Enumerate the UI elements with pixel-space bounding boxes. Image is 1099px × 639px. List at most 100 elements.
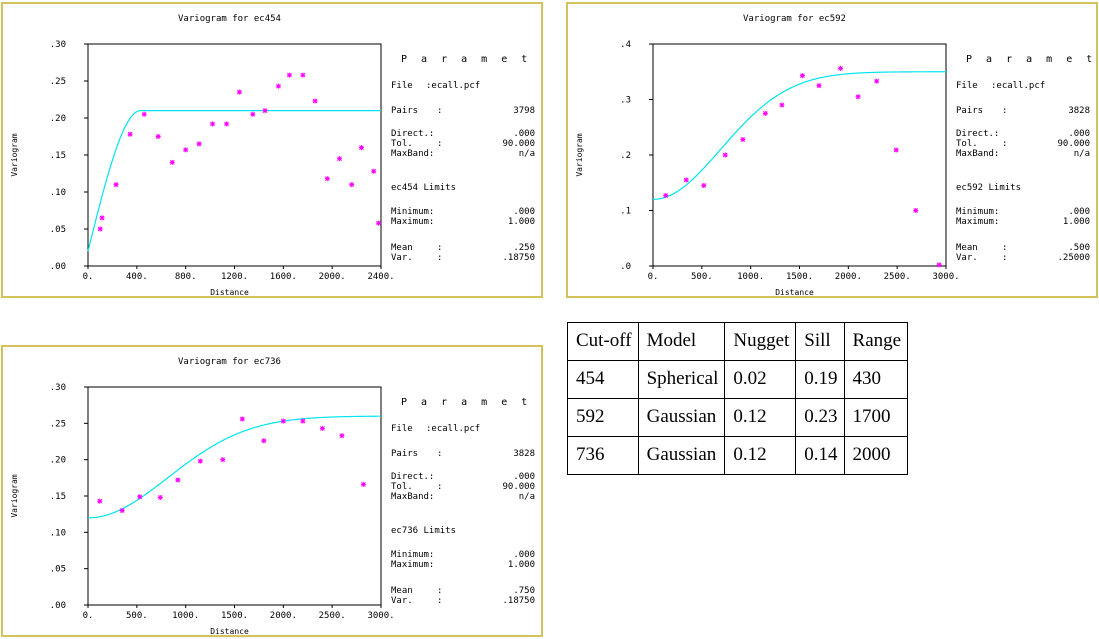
variogram-point — [210, 121, 216, 127]
pairs-value: 3798 — [513, 106, 535, 116]
minimum-value: .000 — [513, 207, 535, 217]
variogram-point — [175, 477, 181, 483]
chart-title: Variogram for ec592 — [743, 14, 846, 24]
maxband-label: MaxBand: — [391, 149, 434, 159]
x-tick-label: 1200. — [221, 272, 248, 282]
table-cell: 0.14 — [795, 436, 845, 475]
var-label: Var. — [391, 596, 413, 606]
table-cell: Spherical — [637, 360, 726, 399]
variogram-point — [157, 494, 163, 500]
maxband-label: MaxBand: — [391, 492, 434, 502]
mean-value: .500 — [1068, 243, 1090, 253]
y-tick-label: .05 — [50, 565, 66, 575]
variogram-point — [155, 134, 161, 139]
mean-label: Mean — [391, 586, 413, 596]
tol-value: 90.000 — [502, 482, 535, 492]
tol-value: 90.000 — [502, 139, 535, 149]
maximum-label: Maximum: — [391, 560, 434, 570]
y-tick-label: .30 — [50, 383, 66, 393]
variogram-point — [236, 89, 242, 95]
x-tick-label: 400. — [126, 272, 148, 282]
variogram-point — [196, 141, 202, 147]
pairs-value: 3828 — [1068, 106, 1090, 116]
variogram-point — [224, 121, 230, 127]
maximum-value: 1.000 — [508, 217, 535, 227]
parameters-heading: P a r a m e t e r s — [401, 54, 541, 65]
variogram-point — [893, 147, 899, 153]
y-tick-label: .20 — [50, 114, 66, 124]
variogram-point — [358, 145, 364, 151]
variogram-point — [855, 94, 861, 100]
maxband-value: n/a — [519, 492, 535, 502]
x-tick-label: 1000. — [172, 611, 199, 621]
variogram-point — [319, 425, 325, 431]
direct-value: .000 — [513, 129, 535, 139]
y-tick-label: .30 — [50, 40, 66, 50]
minimum-label: Minimum: — [391, 207, 434, 217]
table-cell: 736 — [567, 436, 639, 475]
x-tick-label: 2000. — [835, 272, 862, 282]
direct-value: .000 — [1068, 129, 1090, 139]
variogram-point — [239, 416, 245, 422]
tol-label: Tol. — [391, 139, 413, 149]
tol-value: 90.000 — [1057, 139, 1090, 149]
x-tick-label: 1600. — [270, 272, 297, 282]
x-tick-label: 3000. — [367, 611, 394, 621]
mean-value: .250 — [513, 243, 535, 253]
y-tick-label: .15 — [50, 151, 66, 161]
plot-frame — [87, 386, 382, 606]
variogram-point — [119, 508, 125, 514]
table-cell: Gaussian — [637, 436, 726, 475]
variogram-model-curve — [87, 110, 381, 252]
y-axis-label: Variogram — [10, 474, 19, 518]
variogram-point — [220, 457, 226, 463]
x-tick-label: 0. — [83, 272, 94, 282]
tol-colon: : — [437, 139, 442, 149]
mean-colon: : — [1002, 243, 1007, 253]
y-tick-label: .10 — [50, 188, 66, 198]
table-cell: 0.23 — [795, 398, 845, 437]
variogram-point — [312, 98, 318, 104]
variogram-point — [137, 494, 143, 500]
file-value: :ecall.pcf — [991, 81, 1045, 91]
y-tick-label: .1 — [620, 207, 631, 217]
table-cell: 0.19 — [795, 360, 845, 399]
x-tick-label: 2000. — [270, 611, 297, 621]
maxband-value: n/a — [1074, 149, 1090, 159]
variogram-point — [779, 102, 785, 108]
y-tick-label: .0 — [620, 262, 631, 272]
table-cell: 454 — [567, 360, 639, 399]
variogram-point — [816, 83, 822, 89]
x-axis-label: Distance — [775, 288, 814, 296]
plot-frame — [652, 43, 947, 267]
file-value: :ecall.pcf — [426, 424, 480, 434]
y-tick-label: .20 — [50, 456, 66, 466]
table-cell: 0.12 — [724, 398, 797, 437]
variogram-panel-ec454: Variogram for ec454 .00 .05 .10 .15 .20 .25 .30… — [1, 2, 543, 298]
variogram-point — [376, 220, 382, 226]
variogram-point — [936, 262, 942, 268]
pairs-value: 3828 — [513, 449, 535, 459]
direct-label: Direct.: — [391, 129, 434, 139]
x-tick-label: 2400. — [367, 272, 394, 282]
tol-label: Tol. — [956, 139, 978, 149]
mean-label: Mean — [391, 243, 413, 253]
table-header-cell: Cut-off — [567, 322, 639, 361]
pairs-label: Pairs — [956, 106, 983, 116]
variogram-model-curve — [87, 415, 381, 519]
var-label: Var. — [956, 253, 978, 263]
maximum-label: Maximum: — [391, 217, 434, 227]
variogram-chart-ec736: Variogram for ec736 .00 .05 .10 .15 .20 .25 .30… — [10, 357, 541, 635]
variogram-point — [324, 176, 330, 182]
x-tick-label: 800. — [175, 272, 197, 282]
tol-colon: : — [1002, 139, 1007, 149]
x-tick-label: 1000. — [737, 272, 764, 282]
table-row: 736 Gaussian 0.12 0.14 2000 — [567, 436, 909, 475]
table-header-cell: Nugget — [724, 322, 797, 361]
plot-frame — [87, 43, 382, 267]
variogram-chart-ec454: Variogram for ec454 .00 .05 .10 .15 .20 .25 .30… — [10, 14, 541, 296]
pairs-colon: : — [437, 449, 442, 459]
file-label: File — [956, 81, 978, 91]
table-header-cell: Sill — [795, 322, 845, 361]
variogram-point — [799, 73, 805, 79]
